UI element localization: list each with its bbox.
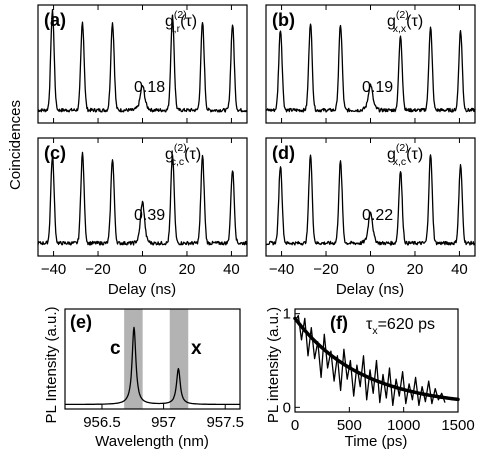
panel-b-trace [265, 23, 476, 113]
panel-a-gr-rr: (a) g(2) r,r(τ) 0.18 [37, 4, 248, 124]
panel-c-xtick-label: −40 [41, 261, 66, 278]
panel-e-xlabel: Wavelength (nm) [95, 433, 209, 450]
panel-f-decay: 0 500 1000 1500 0 1 (f) τx=620 ps Time (ps) P… [265, 306, 475, 450]
panel-a-frame [37, 4, 248, 124]
panel-f-exponential-fit [293, 316, 460, 402]
panel-e-ticks: 956.5 957 957.5 [83, 404, 244, 431]
panel-f-frame [294, 308, 459, 413]
panel-e-label: (e) [70, 312, 92, 332]
panel-a-g2-label: g(2) r,r(τ) [165, 9, 197, 35]
panel-c-xtick-label: 0 [138, 261, 146, 278]
panel-f-xtick-label: 500 [337, 417, 362, 434]
panel-a-g2-value: 0.18 [134, 79, 165, 96]
panel-e-xtick-label: 957.5 [206, 414, 244, 431]
panel-c-xtick-label: −20 [85, 261, 110, 278]
panel-f-xtick-label: 1500 [441, 417, 474, 434]
panel-f-label: (f) [330, 313, 348, 333]
panel-d-frame [265, 137, 476, 257]
panel-d-ticks: −40 −20 0 20 40 [269, 138, 468, 278]
peak-c-label: c [110, 338, 121, 359]
panel-c-frame [37, 137, 248, 257]
panel-b-ticks [281, 5, 460, 123]
panel-f-ytick-label: 0 [283, 399, 291, 416]
panel-d-label: (d) [272, 143, 295, 163]
panel-d-xtick-label: −20 [313, 261, 338, 278]
panel-b-gr-xx: (b) g(2) x,x(τ) 0.19 [265, 4, 476, 124]
panel-a-label: (a) [44, 10, 66, 30]
panel-b-g2-value: 0.19 [362, 79, 393, 96]
panel-a-trace [37, 8, 248, 113]
panel-f-trace [294, 314, 446, 407]
panel-c-g2-value: 0.39 [134, 207, 165, 224]
delay-axis-label-right: Delay (ns) [336, 281, 404, 298]
panel-d-g2-value: 0.22 [362, 207, 393, 224]
panel-d-xtick-label: 40 [451, 261, 468, 278]
panel-e-ylabel: PL Intensity (a.u.) [43, 306, 60, 423]
panel-c-xtick-label: 40 [223, 261, 240, 278]
panel-e-trace [64, 326, 240, 406]
panel-e-xtick-label: 957 [151, 414, 176, 431]
shaded-band [169, 309, 189, 409]
panel-f-xtick-label: 1000 [387, 417, 420, 434]
panel-d-xtick-label: −40 [269, 261, 294, 278]
peak-x-label: x [191, 338, 202, 359]
panel-c-label: (c) [44, 143, 66, 163]
panel-d-xtick-label: 0 [366, 261, 374, 278]
panel-c-xtick-label: 20 [179, 261, 196, 278]
panel-b-frame [265, 4, 476, 124]
coincidences-axis-label: Coincidences [7, 100, 24, 190]
panel-c-g2-label: g(2) c,c(τ) [165, 142, 201, 168]
panel-d-xtick-label: 20 [407, 261, 424, 278]
panel-e-shaded-bands [124, 309, 189, 409]
panel-f-ylabel: PL intensity (a.u.) [265, 307, 282, 423]
panel-d-g2-label: g(2) x,c(τ) [387, 142, 423, 168]
delay-axis-label-left: Delay (ns) [108, 281, 176, 298]
panel-a-ticks [53, 5, 232, 123]
panel-d-gr-xc: −40 −20 0 20 40 (d) g(2) x,c(τ) 0.22 [265, 137, 476, 278]
panel-e-spectrum: 956.5 957 957.5 (e) c x Wavelength (nm) PL… [43, 306, 244, 450]
panel-f-tau-annotation: τx=620 ps [366, 316, 435, 337]
panel-c-gr-cc: −40 −20 0 20 40 (c) g(2) c,c(τ) 0.39 [37, 137, 248, 278]
panel-b-g2-label: g(2) x,x(τ) [387, 9, 423, 35]
panel-e-frame [64, 308, 241, 410]
panel-d-trace [265, 154, 476, 246]
panel-e-xtick-label: 956.5 [83, 414, 121, 431]
panel-f-ticks: 0 500 1000 1500 0 1 [283, 306, 475, 434]
panel-f-xlabel: Time (ps) [345, 433, 408, 450]
panel-c-trace [37, 151, 248, 246]
panel-b-label: (b) [272, 10, 295, 30]
panel-c-ticks: −40 −20 0 20 40 [41, 138, 240, 278]
panel-f-xtick-label: 0 [291, 417, 299, 434]
panel-f-ytick-label: 1 [283, 306, 291, 323]
